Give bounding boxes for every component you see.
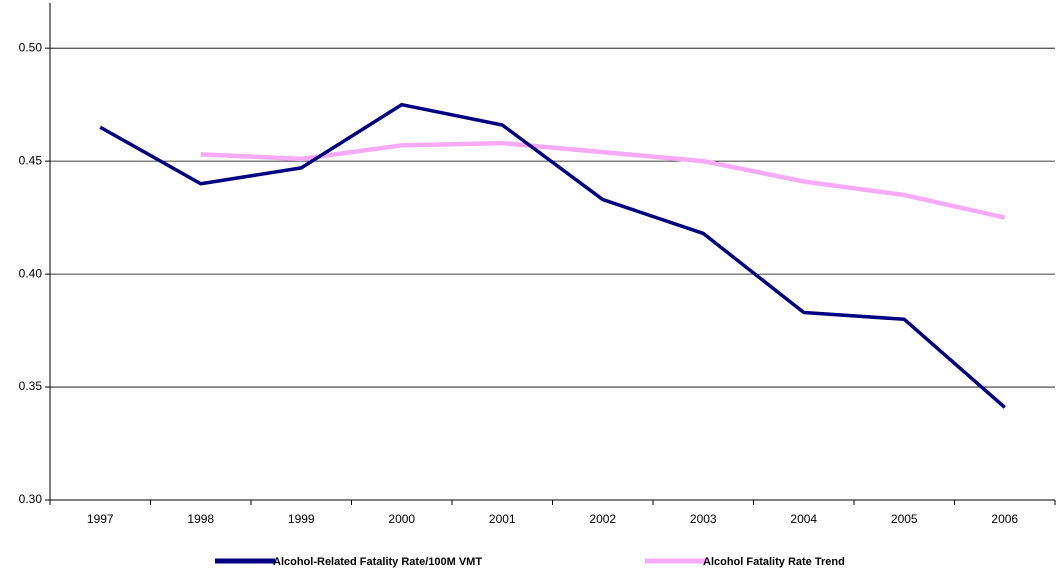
x-tick-label: 2005 [891,512,918,526]
x-tick-label: 2002 [589,512,616,526]
legend-text: Alcohol-Related Fatality Rate/100M VMT [273,556,482,568]
y-tick-label: 0.45 [19,153,43,167]
x-tick-label: 1997 [87,512,114,526]
x-tick-label: 2006 [991,512,1018,526]
y-tick-label: 0.35 [19,379,43,393]
x-tick-label: 2004 [790,512,817,526]
x-tick-label: 2001 [489,512,516,526]
y-tick-label: 0.30 [19,492,43,506]
y-tick-label: 0.50 [19,40,43,54]
series-line [200,140,1006,220]
x-tick-label: 1998 [187,512,214,526]
series-line [99,102,1006,409]
y-tick-label: 0.40 [19,266,43,280]
x-tick-label: 1999 [288,512,315,526]
x-tick-label: 2003 [690,512,717,526]
legend-text: Alcohol Fatality Rate Trend [703,556,845,568]
x-tick-label: 2000 [388,512,415,526]
